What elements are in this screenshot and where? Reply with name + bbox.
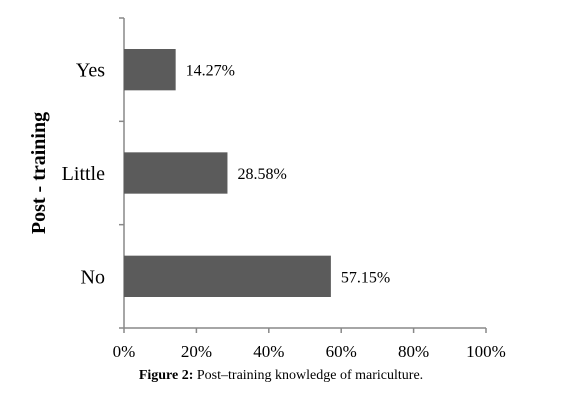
data-label-little: 28.58% xyxy=(237,166,286,183)
category-label-no: No xyxy=(81,266,105,288)
data-label-yes: 14.27% xyxy=(186,63,235,80)
y-axis-title: Post - training xyxy=(28,112,50,234)
x-tick-label: 40% xyxy=(253,342,284,361)
x-tick-label: 80% xyxy=(398,342,429,361)
x-tick-label: 0% xyxy=(113,342,136,361)
category-label-little: Little xyxy=(62,163,105,185)
bar-no xyxy=(124,255,331,297)
bar-yes xyxy=(124,49,176,91)
figure-caption-label: Figure 2: xyxy=(138,368,194,383)
x-tick-label: 60% xyxy=(326,342,357,361)
figure-caption-text: Post–training knowledge of mariculture. xyxy=(193,368,424,383)
bars-group: 57.15% 28.58% 14.27% xyxy=(124,49,390,297)
x-tick-label: 100% xyxy=(466,342,506,361)
figure-caption: Figure 2: Post–training knowledge of mar… xyxy=(0,368,562,384)
data-label-no: 57.15% xyxy=(341,269,390,286)
x-tick-label: 20% xyxy=(181,342,212,361)
category-label-yes: Yes xyxy=(76,60,105,82)
bar-chart: 57.15% 28.58% 14.27% No Little Yes 0% 20% 40% 60… xyxy=(28,17,506,361)
ticks-group: No Little Yes 0% 20% 40% 60% 80% 100% xyxy=(62,17,506,361)
bar-little xyxy=(124,152,228,194)
